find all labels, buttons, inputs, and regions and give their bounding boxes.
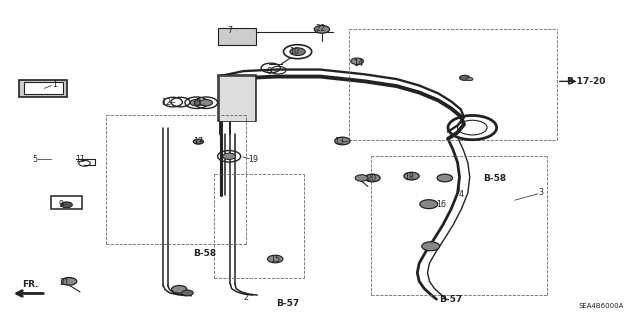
Bar (219, 76, 255, 121)
Circle shape (422, 242, 440, 251)
Text: 11: 11 (75, 155, 85, 164)
Circle shape (365, 174, 380, 182)
Text: B-57: B-57 (440, 295, 463, 304)
Circle shape (404, 172, 419, 180)
Circle shape (351, 58, 364, 64)
Text: 1: 1 (52, 80, 57, 89)
Circle shape (437, 174, 452, 182)
Circle shape (355, 175, 368, 181)
Text: 15: 15 (270, 256, 280, 264)
Bar (218, 28, 256, 45)
Circle shape (61, 202, 72, 208)
Circle shape (268, 255, 283, 263)
Text: 10: 10 (289, 47, 300, 56)
Circle shape (223, 153, 236, 160)
Text: B-57: B-57 (276, 299, 300, 308)
Text: 8: 8 (196, 98, 201, 107)
Text: 22: 22 (315, 24, 325, 33)
Text: B-17-20: B-17-20 (566, 77, 605, 86)
Text: B-58: B-58 (193, 249, 216, 258)
Circle shape (290, 48, 305, 56)
Circle shape (314, 26, 330, 33)
Text: 2: 2 (244, 293, 249, 302)
Text: 4: 4 (458, 190, 463, 199)
Text: 13: 13 (334, 137, 344, 146)
Circle shape (335, 137, 350, 145)
Text: 17: 17 (193, 137, 204, 146)
Text: 14: 14 (353, 59, 364, 68)
Text: B-58: B-58 (483, 174, 506, 183)
Circle shape (193, 139, 204, 144)
Text: 20: 20 (366, 174, 376, 183)
Circle shape (190, 100, 203, 106)
Text: 18: 18 (404, 173, 415, 182)
Bar (218, 75, 256, 121)
Text: 16: 16 (436, 200, 447, 209)
Bar (51, 196, 82, 209)
Text: 19: 19 (248, 155, 258, 164)
Text: 3: 3 (538, 189, 543, 197)
Bar (24, 82, 63, 94)
Bar (19, 80, 67, 97)
Text: 9: 9 (58, 200, 63, 209)
Text: FR.: FR. (22, 280, 38, 289)
Circle shape (467, 78, 473, 81)
Circle shape (460, 75, 470, 80)
Circle shape (420, 200, 438, 209)
Text: 7: 7 (228, 26, 233, 35)
Circle shape (182, 290, 193, 296)
Text: 21: 21 (59, 278, 69, 287)
Text: 5: 5 (33, 155, 38, 164)
Text: 12: 12 (161, 98, 172, 107)
Text: 6: 6 (266, 67, 271, 76)
Circle shape (200, 100, 212, 106)
Circle shape (172, 286, 187, 293)
Circle shape (61, 278, 77, 285)
Text: SEA4B6000A: SEA4B6000A (579, 303, 624, 309)
